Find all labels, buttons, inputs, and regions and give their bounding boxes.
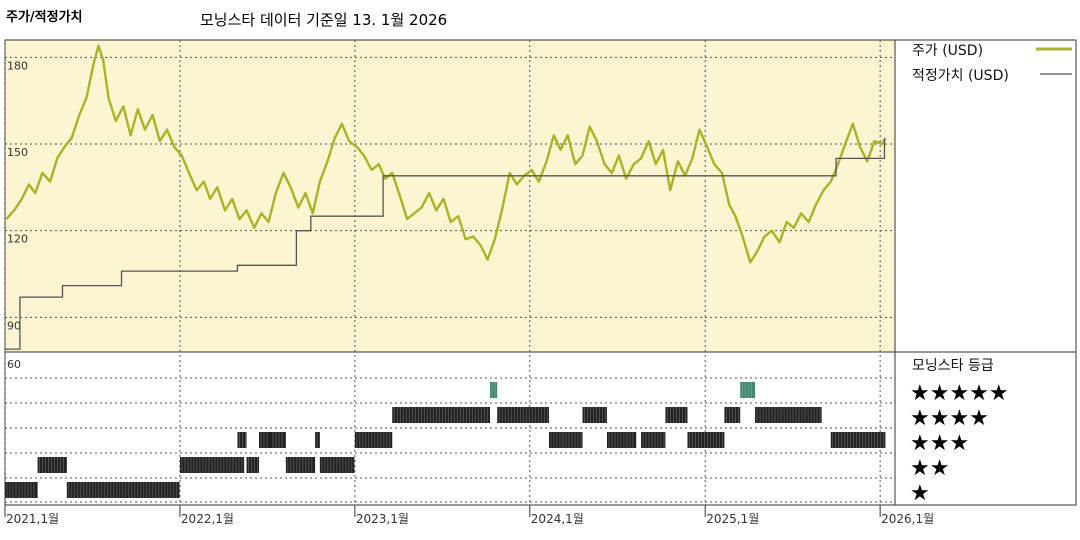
- legend-rating-stars: ★★★★: [910, 406, 989, 431]
- x-tick-label: 2024,1월: [531, 512, 584, 526]
- rating-segment: [37, 457, 67, 473]
- rating-segment: [755, 407, 822, 423]
- rating-segment: [665, 407, 688, 423]
- rating-y-tick-label: 60: [7, 358, 21, 371]
- rating-segment: [179, 457, 245, 473]
- legend-rating-title: 모닝스타 등급: [912, 358, 994, 374]
- x-tick-label: 2022,1월: [181, 512, 234, 526]
- rating-segment: [830, 432, 886, 448]
- rating-segment: [724, 407, 741, 423]
- price-panel-background: [5, 40, 895, 352]
- x-tick-label: 2025,1월: [706, 512, 759, 526]
- rating-segment: [285, 457, 316, 473]
- rating-segment: [5, 482, 38, 498]
- y-tick-label: 150: [7, 146, 28, 159]
- legend-rating-stars: ★★: [910, 456, 949, 481]
- x-tick-label: 2026,1월: [881, 512, 934, 526]
- rating-segment: [490, 382, 498, 398]
- y-tick-label: 90: [7, 319, 21, 332]
- rating-segment: [354, 432, 393, 448]
- rating-segment: [687, 432, 725, 448]
- rating-segment: [315, 432, 320, 448]
- rating-segment: [66, 482, 180, 498]
- y-tick-label: 120: [7, 233, 28, 246]
- legend-rating-stars: ★: [910, 481, 930, 506]
- legend-rating-stars: ★★★★★: [910, 381, 1009, 406]
- x-tick-label: 2021,1월: [6, 512, 59, 526]
- fair-value-series-line: [5, 138, 886, 350]
- rating-segment: [606, 432, 637, 448]
- legend-price-label: 주가 (USD): [912, 43, 983, 59]
- legend-fair-value-label: 적정가치 (USD): [912, 68, 1009, 84]
- y-tick-label: 180: [7, 59, 28, 72]
- rating-segment: [246, 457, 260, 473]
- chart-frame: [4, 39, 1077, 506]
- chart-title: 주가/적정가치: [6, 10, 83, 25]
- rating-segment: [259, 432, 271, 448]
- rating-segment: [582, 407, 607, 423]
- legend-rating-stars: ★★★: [910, 431, 969, 456]
- x-tick-label: 2023,1월: [356, 512, 409, 526]
- rating-segment: [497, 407, 549, 423]
- rating-segment: [392, 407, 491, 423]
- rating-segment: [640, 432, 666, 448]
- data-source-date: 모닝스타 데이터 기준일 13. 1월 2026: [200, 11, 448, 29]
- rating-segment: [237, 432, 247, 448]
- rating-segment: [740, 382, 756, 398]
- rating-segment: [319, 457, 355, 473]
- price-series-line: [5, 44, 887, 264]
- rating-segment: [270, 432, 286, 448]
- rating-segment: [548, 432, 583, 448]
